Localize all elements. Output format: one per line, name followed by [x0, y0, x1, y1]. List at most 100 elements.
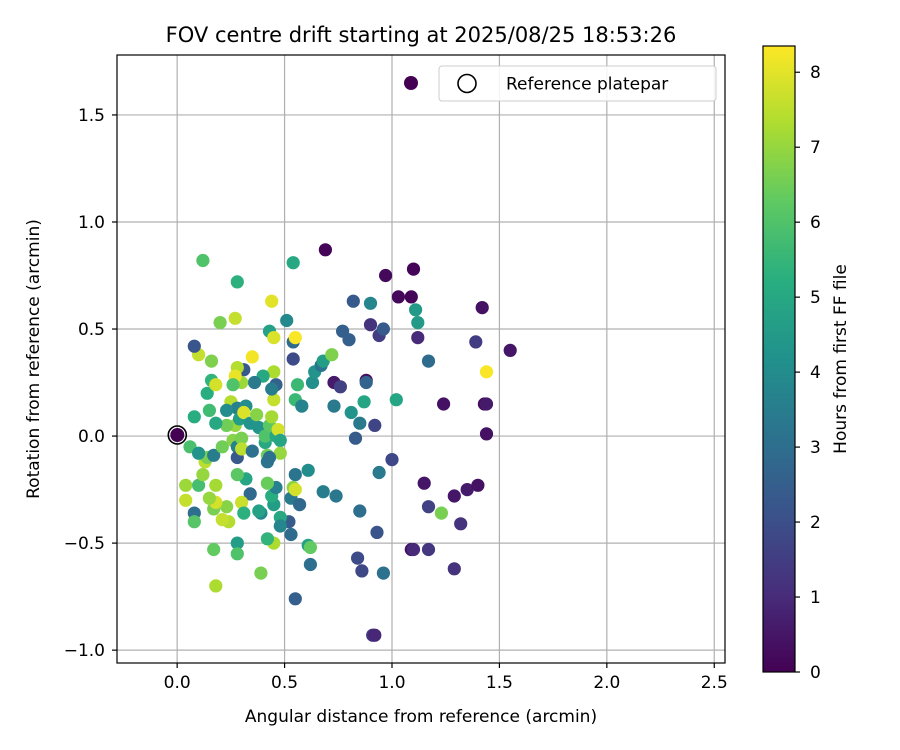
scatter-point: [200, 386, 214, 400]
scatter-point: [434, 506, 448, 520]
x-tick-label: 1.5: [486, 673, 513, 693]
scatter-point: [503, 343, 517, 357]
scatter-point: [204, 354, 219, 368]
scatter-point: [235, 431, 249, 445]
scatter-point: [252, 504, 266, 518]
colorbar-tick-label: 3: [810, 438, 821, 458]
scatter-point: [411, 331, 425, 345]
scatter-point: [379, 268, 393, 283]
scatter-point: [385, 453, 399, 467]
scatter-point: [376, 322, 390, 336]
scatter-point: [305, 375, 320, 390]
y-axis-ticks: −1.0 −0.5 0.0 0.5 1.0 1.5: [64, 106, 117, 661]
legend-label-reference: Reference platepar: [506, 75, 668, 95]
scatter-point: [327, 399, 341, 413]
scatter-point: [262, 450, 277, 465]
colorbar-tick-label: 8: [810, 63, 821, 83]
scatter-point: [187, 410, 201, 424]
scatter-point: [202, 403, 216, 417]
scatter-point: [273, 446, 287, 460]
colorbar-tick-label: 2: [810, 513, 821, 533]
scatter-point: [207, 448, 221, 462]
scatter-point: [290, 378, 305, 392]
scatter-point: [318, 243, 332, 257]
scatter-point: [437, 397, 451, 411]
scatter-point: [479, 427, 494, 441]
x-tick: 0.0: [164, 663, 191, 693]
reference-point-marker: [167, 425, 188, 445]
reference-point-dot: [170, 428, 185, 442]
x-tick: 0.5: [271, 663, 298, 693]
colorbar-tick-label: 7: [810, 138, 821, 158]
scatter-point: [363, 318, 378, 332]
colorbar-tick: 0: [795, 663, 821, 683]
scatter-point: [471, 478, 485, 492]
scatter-point: [245, 444, 259, 458]
y-tick: −1.0: [64, 641, 117, 661]
scatter-point: [372, 465, 386, 480]
scatter-point: [363, 296, 378, 310]
y-tick-label: 1.0: [78, 213, 105, 233]
scatter-point: [280, 313, 294, 328]
scatter-point: [346, 294, 360, 308]
scatter-point: [192, 478, 206, 492]
colorbar-tick: 5: [795, 288, 821, 308]
scatter-point: [460, 483, 474, 497]
scatter-point: [192, 446, 206, 460]
scatter-point: [284, 527, 298, 542]
legend: Reference platepar: [438, 65, 717, 102]
colorbar-tick: 2: [795, 513, 821, 533]
colorbar-tick: 8: [795, 63, 821, 83]
y-axis-label: Rotation from reference (arcmin): [24, 219, 44, 499]
scatter-point: [220, 500, 234, 514]
scatter-point: [179, 478, 193, 492]
scatter-point: [454, 517, 468, 531]
scatter-point: [209, 416, 223, 430]
colorbar-tick: 7: [795, 138, 821, 158]
y-tick: 1.5: [78, 106, 117, 126]
y-tick: 0.0: [78, 427, 117, 447]
scatter-point: [417, 476, 431, 490]
scatter-point: [258, 429, 272, 443]
scatter-point: [228, 311, 242, 325]
scatter-point: [376, 566, 390, 580]
scatter-point: [260, 532, 274, 546]
scatter-point: [220, 418, 234, 432]
scatter-point: [245, 350, 259, 364]
scatter-point: [209, 378, 223, 392]
colorbar-gradient: [762, 45, 796, 673]
scatter-point: [202, 491, 216, 505]
scatter-point: [230, 536, 244, 550]
scatter-point: [267, 365, 281, 379]
x-tick-label: 0.5: [271, 673, 298, 693]
y-tick: 0.5: [78, 320, 117, 340]
colorbar-tick-label: 5: [810, 288, 821, 308]
scatter-point: [479, 397, 494, 411]
scatter-point: [325, 348, 339, 362]
scatter-point: [370, 525, 384, 540]
scatter-point: [293, 498, 307, 512]
colorbar-ticks: 0 1 2 3 4 5 6 7 8: [795, 63, 821, 683]
scatter-point: [391, 290, 405, 304]
scatter-point: [421, 500, 436, 514]
scatter-point: [411, 316, 425, 330]
scatter-point: [357, 395, 371, 409]
scatter-point: [316, 485, 330, 499]
colorbar-tick: 6: [795, 213, 821, 233]
scatter-point: [295, 399, 309, 413]
scatter-point: [230, 547, 244, 561]
scatter-point: [220, 403, 234, 417]
scatter-point: [267, 393, 281, 407]
colorbar-tick-label: 6: [810, 213, 821, 233]
scatter-point: [342, 333, 356, 347]
scatter-point: [421, 354, 436, 368]
colorbar-label: Hours from first FF file: [831, 264, 851, 454]
x-axis-ticks: 0.0 0.5 1.0 1.5 2.0 2.5: [164, 663, 728, 693]
scatter-point: [226, 378, 240, 392]
scatter-point: [187, 515, 201, 529]
chart-title: FOV centre drift starting at 2025/08/25 …: [166, 23, 677, 47]
y-tick-label: 0.5: [78, 320, 105, 340]
scatter-point: [271, 423, 285, 437]
colorbar-tick: 1: [795, 588, 821, 608]
